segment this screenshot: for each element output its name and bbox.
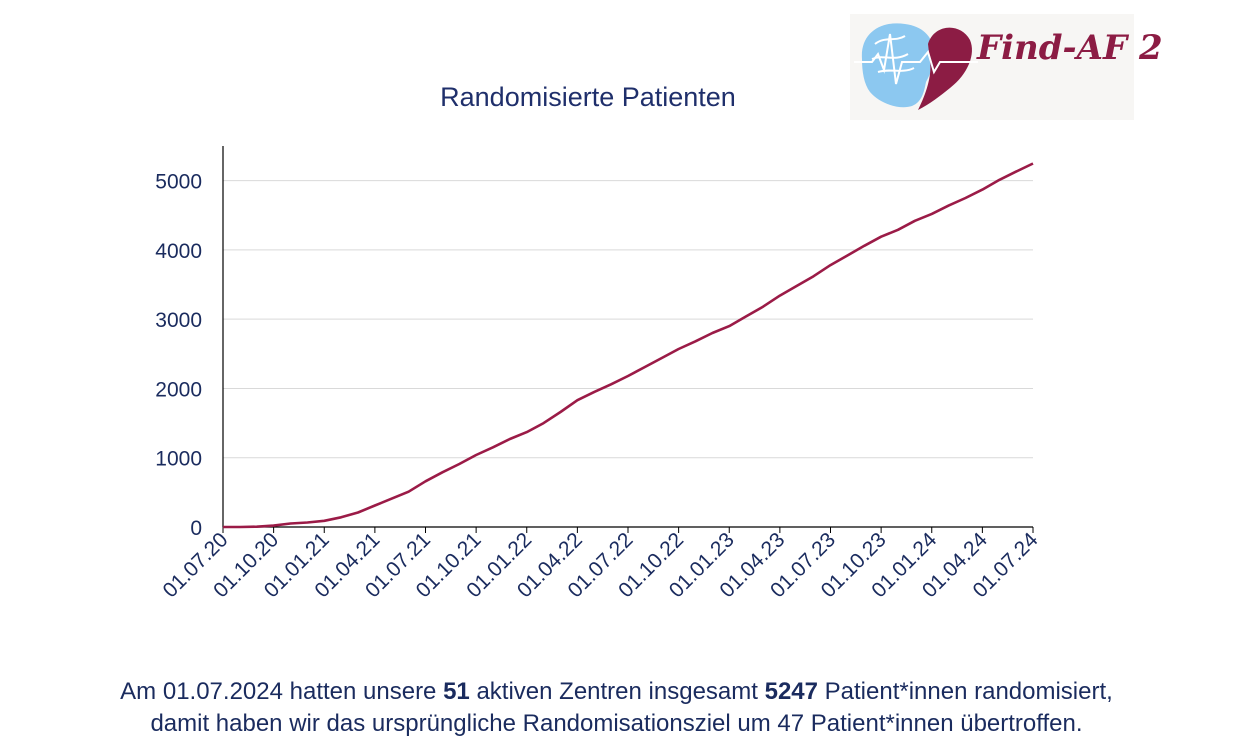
y-tick-label: 5000 [155, 171, 202, 194]
find-af2-logo [850, 14, 1134, 120]
y-tick-label: 1000 [155, 448, 202, 471]
y-tick-label: 4000 [155, 240, 202, 263]
y-tick-label: 2000 [155, 378, 202, 401]
caption-centers-count: 51 [443, 678, 470, 705]
caption-line-1: Am 01.07.2024 hatten unsere 51 aktiven Z… [0, 676, 1233, 708]
chart-title: Randomisierte Patienten [440, 82, 736, 112]
caption-line-2: damit haben wir das ursprüngliche Random… [150, 710, 1083, 737]
series-line [223, 162, 1034, 529]
brain-heart-icon [854, 23, 978, 110]
logo-text: Find-AF 2 [977, 28, 1163, 68]
caption-text-e: Patient*innen randomisiert, [817, 678, 1113, 705]
y-tick-label: 3000 [155, 309, 202, 332]
y-tick-label: 0 [190, 517, 202, 540]
caption: Am 01.07.2024 hatten unsere 51 aktiven Z… [0, 676, 1233, 740]
caption-text-c: aktiven Zentren insgesamt [469, 678, 765, 705]
caption-text-a: Am 01.07.2024 hatten unsere [120, 678, 444, 705]
line-chart: 01000200030004000500001.07.2001.10.2001.… [155, 146, 1043, 602]
caption-patients-count: 5247 [764, 678, 818, 705]
